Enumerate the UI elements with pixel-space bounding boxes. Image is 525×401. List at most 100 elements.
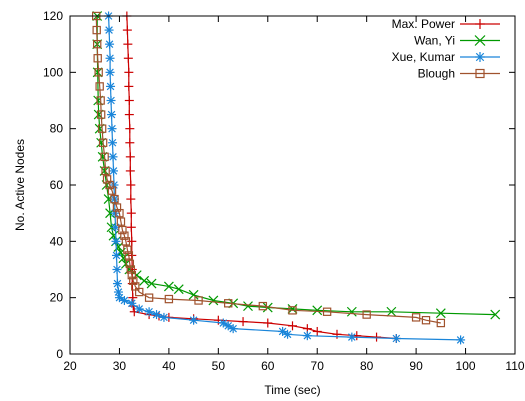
data-point-marker [116, 217, 126, 226]
data-point-marker [112, 279, 122, 289]
data-point-marker [475, 52, 485, 62]
data-point-marker [128, 293, 138, 303]
data-point-marker [159, 312, 169, 322]
y-tick-label: 20 [50, 291, 64, 305]
data-point-marker [107, 124, 117, 134]
y-axis-title: No. Active Nodes [13, 139, 27, 231]
data-point-marker [105, 39, 115, 49]
data-point-marker [100, 152, 109, 162]
data-point-marker [101, 166, 110, 176]
data-point-marker [126, 194, 136, 204]
data-point-marker [125, 124, 135, 134]
series-3 [92, 11, 446, 328]
data-point-marker [391, 334, 401, 344]
series-0 [122, 11, 401, 344]
data-point-marker [124, 110, 134, 120]
data-point-marker [93, 54, 102, 63]
data-point-marker [124, 96, 134, 105]
data-point-marker [322, 307, 332, 316]
x-tick-label: 100 [456, 359, 476, 373]
data-point-marker [123, 39, 133, 49]
data-point-marker [134, 304, 144, 314]
data-point-marker [129, 276, 138, 285]
data-point-marker [124, 251, 134, 260]
x-tick-label: 40 [162, 359, 176, 373]
y-tick-label: 80 [50, 122, 64, 136]
legend-label: Max. Power [392, 17, 455, 31]
data-point-marker [144, 293, 154, 302]
data-point-marker [421, 316, 431, 325]
data-point-marker [223, 321, 233, 331]
data-point-marker [129, 307, 139, 317]
data-point-marker [112, 203, 122, 212]
series-line [95, 15, 441, 324]
data-point-marker [258, 301, 268, 311]
data-point-marker [126, 222, 136, 232]
data-point-marker [188, 289, 199, 300]
series-1 [92, 11, 501, 320]
data-point-marker [135, 287, 144, 297]
y-tick-label: 120 [43, 9, 63, 23]
legend-label: Blough [418, 67, 455, 81]
data-point-marker [106, 81, 116, 91]
y-tick-label: 100 [43, 65, 63, 79]
series-line [126, 15, 397, 340]
data-point-marker [126, 180, 136, 190]
data-point-marker [123, 53, 133, 63]
data-point-marker [98, 138, 108, 147]
data-point-marker [152, 310, 162, 320]
data-point-marker [125, 152, 135, 162]
data-point-marker [386, 306, 397, 317]
data-point-marker [118, 225, 127, 235]
data-point-marker [124, 81, 134, 91]
data-point-marker [263, 318, 273, 328]
data-point-marker [94, 68, 103, 77]
data-point-marker [213, 315, 223, 325]
series-layer [92, 11, 501, 345]
legend-item: Wan, Yi [414, 34, 500, 48]
x-tick-label: 60 [261, 359, 275, 373]
data-point-marker [332, 329, 342, 339]
data-point-marker [107, 186, 117, 195]
data-point-marker [238, 317, 248, 327]
data-point-marker [107, 110, 117, 120]
data-point-marker [144, 307, 154, 317]
data-point-marker [120, 231, 129, 240]
data-point-marker [288, 321, 297, 331]
x-tick-label: 80 [360, 359, 374, 373]
data-point-marker [121, 237, 131, 246]
data-point-marker [346, 306, 357, 317]
data-point-marker [109, 180, 119, 190]
data-point-marker [110, 208, 120, 218]
data-point-marker [102, 175, 112, 184]
data-point-marker [125, 166, 135, 176]
legend: Max. Power Wan, Yi Xue, Kumar Blough [392, 17, 500, 81]
data-point-marker [312, 305, 323, 316]
data-point-marker [109, 166, 119, 176]
data-point-marker [283, 329, 293, 339]
legend-item: Xue, Kumar [392, 50, 500, 64]
data-point-marker [123, 245, 132, 254]
x-tick-label: 70 [311, 359, 325, 373]
data-point-marker [124, 67, 134, 77]
data-point-marker [119, 295, 129, 305]
x-tick-label: 30 [113, 359, 127, 373]
data-point-marker [208, 295, 219, 306]
data-point-marker [347, 332, 357, 342]
data-point-marker [108, 138, 118, 148]
data-point-marker [112, 265, 122, 274]
data-point-marker [243, 301, 253, 312]
data-point-marker [436, 318, 446, 328]
x-tick-label: 20 [63, 359, 77, 373]
data-point-marker [95, 82, 104, 91]
data-point-marker [97, 124, 107, 133]
data-point-marker [163, 281, 174, 292]
data-point-marker [312, 326, 322, 336]
data-point-marker [105, 53, 115, 63]
data-point-marker [288, 306, 297, 315]
data-point-marker [146, 278, 157, 289]
data-point-marker [173, 284, 184, 295]
data-point-marker [127, 298, 137, 308]
data-point-marker [125, 259, 135, 269]
